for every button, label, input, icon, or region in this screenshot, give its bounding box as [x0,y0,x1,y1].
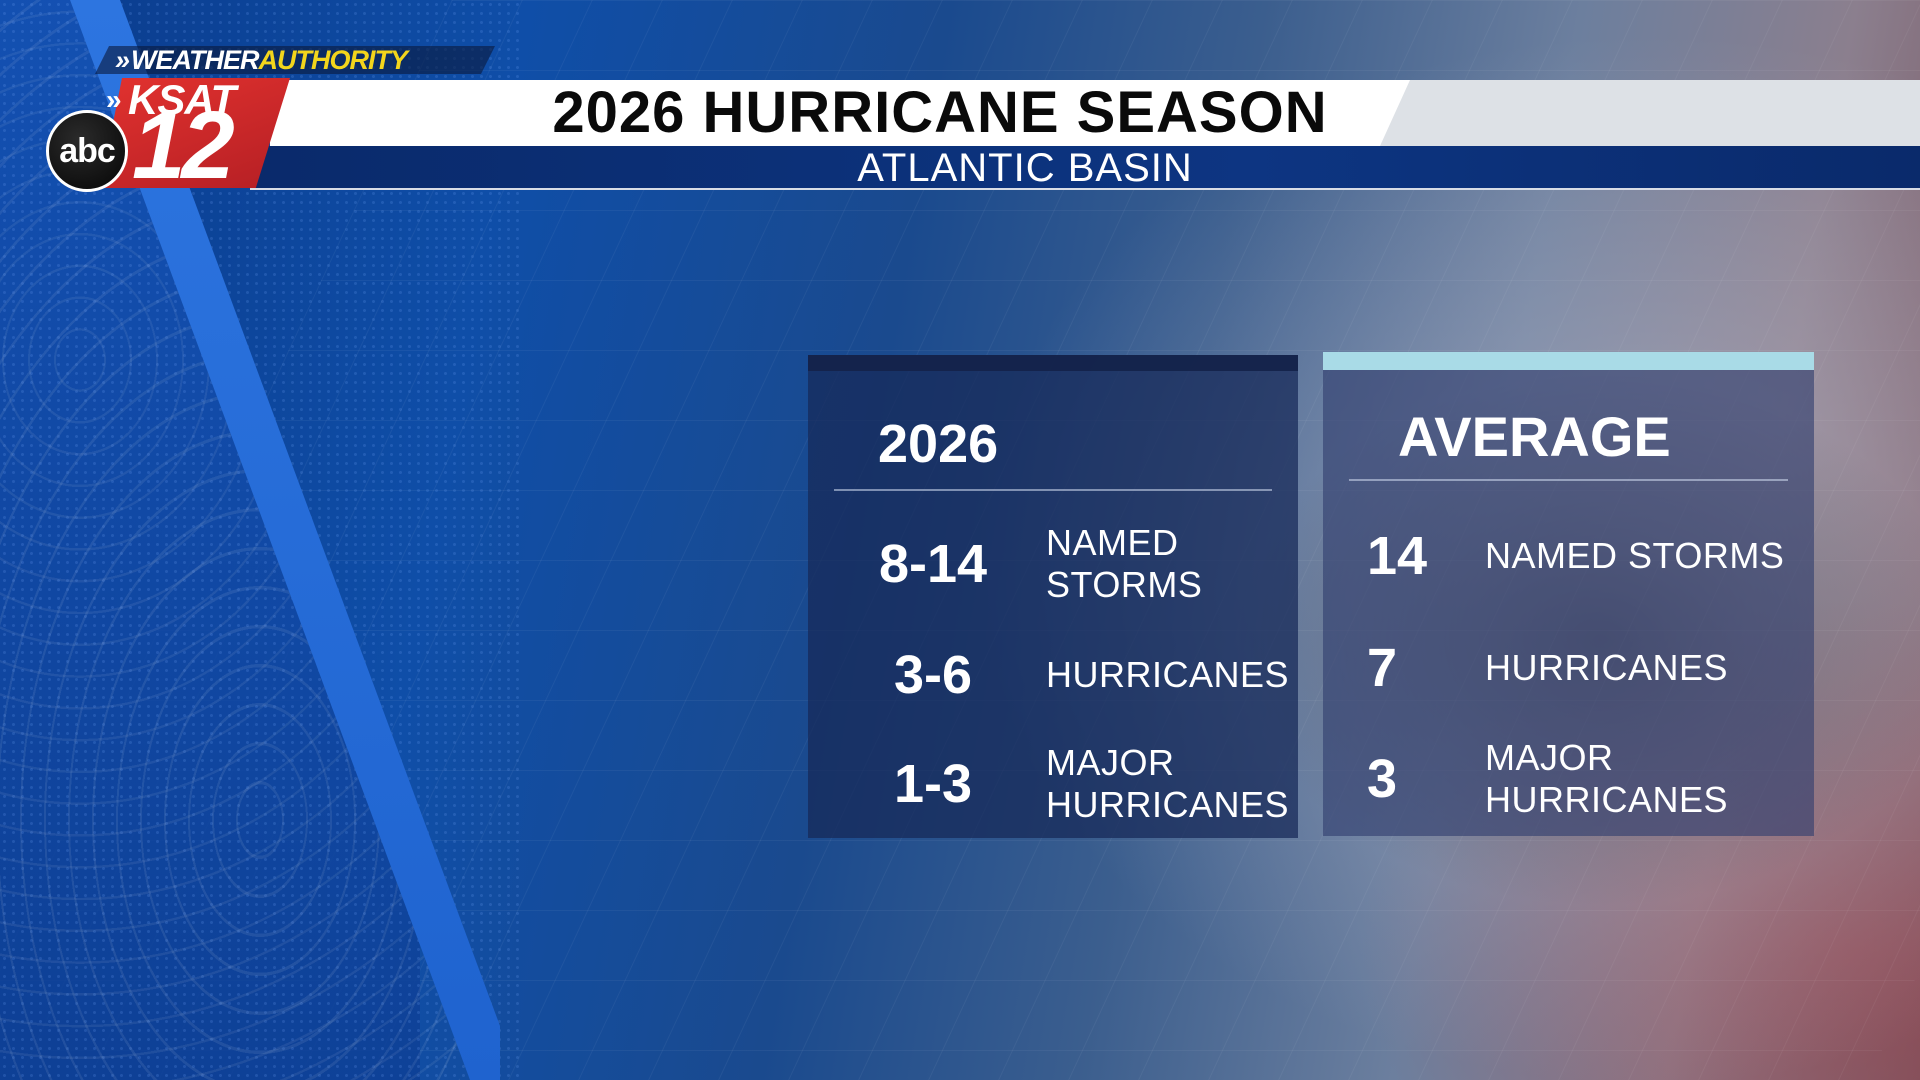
stat-row-named-storms: 14 NAMED STORMS [1323,511,1814,601]
page-title: 2026 HURRICANE SEASON [552,80,1328,145]
ksat-channel-number: 12 [132,92,235,199]
average-panel: AVERAGE 14 NAMED STORMS 7 HURRICANES 3 M… [1323,352,1814,836]
stat-value: 3 [1367,749,1398,809]
stat-label: MAJOR HURRICANES [1046,742,1290,825]
forecast-panel-heading: 2026 [878,414,999,474]
stat-label: MAJOR HURRICANES [1485,737,1729,820]
divider [1349,479,1788,481]
ksat-chevron-icon: » [106,84,122,115]
stat-value: 14 [1367,526,1428,586]
stat-label: HURRICANES [1485,647,1729,688]
divider [834,489,1272,491]
title-bar [270,80,1920,146]
stat-value: 8-14 [878,534,988,594]
stat-label: HURRICANES [1046,654,1290,695]
stat-row-named-storms: 8-14 NAMED STORMS [808,519,1298,609]
stat-label: NAMED STORMS [1046,522,1203,605]
weather-authority-strip [95,46,495,74]
stat-row-hurricanes: 7 HURRICANES [1323,623,1814,713]
weather-authority-logo: »WEATHERAUTHORITY [115,45,408,75]
ksat-logo-block [100,78,290,188]
ksat-logo-text: KSAT [128,76,236,123]
stat-row-major-hurricanes: 3 MAJOR HURRICANES [1323,734,1814,824]
forecast-panel: 2026 8-14 NAMED STORMS 3-6 HURRICANES 1-… [808,355,1298,838]
page-subtitle: ATLANTIC BASIN [857,146,1193,190]
stat-value: 7 [1367,638,1398,698]
stat-label: NAMED STORMS [1485,535,1785,576]
abc-network-logo: abc [46,110,128,192]
chevron-arrows-icon: » [115,45,130,75]
brand-authority-word: AUTHORITY [258,45,408,75]
average-panel-heading: AVERAGE [1398,405,1671,468]
title-bar-accent [1380,80,1920,146]
subtitle-bar [250,146,1920,190]
brand-weather-word: WEATHER [131,45,259,75]
stat-value: 1-3 [893,754,973,814]
stat-value: 3-6 [893,645,973,705]
stat-row-hurricanes: 3-6 HURRICANES [808,630,1298,720]
stat-row-major-hurricanes: 1-3 MAJOR HURRICANES [808,739,1298,829]
